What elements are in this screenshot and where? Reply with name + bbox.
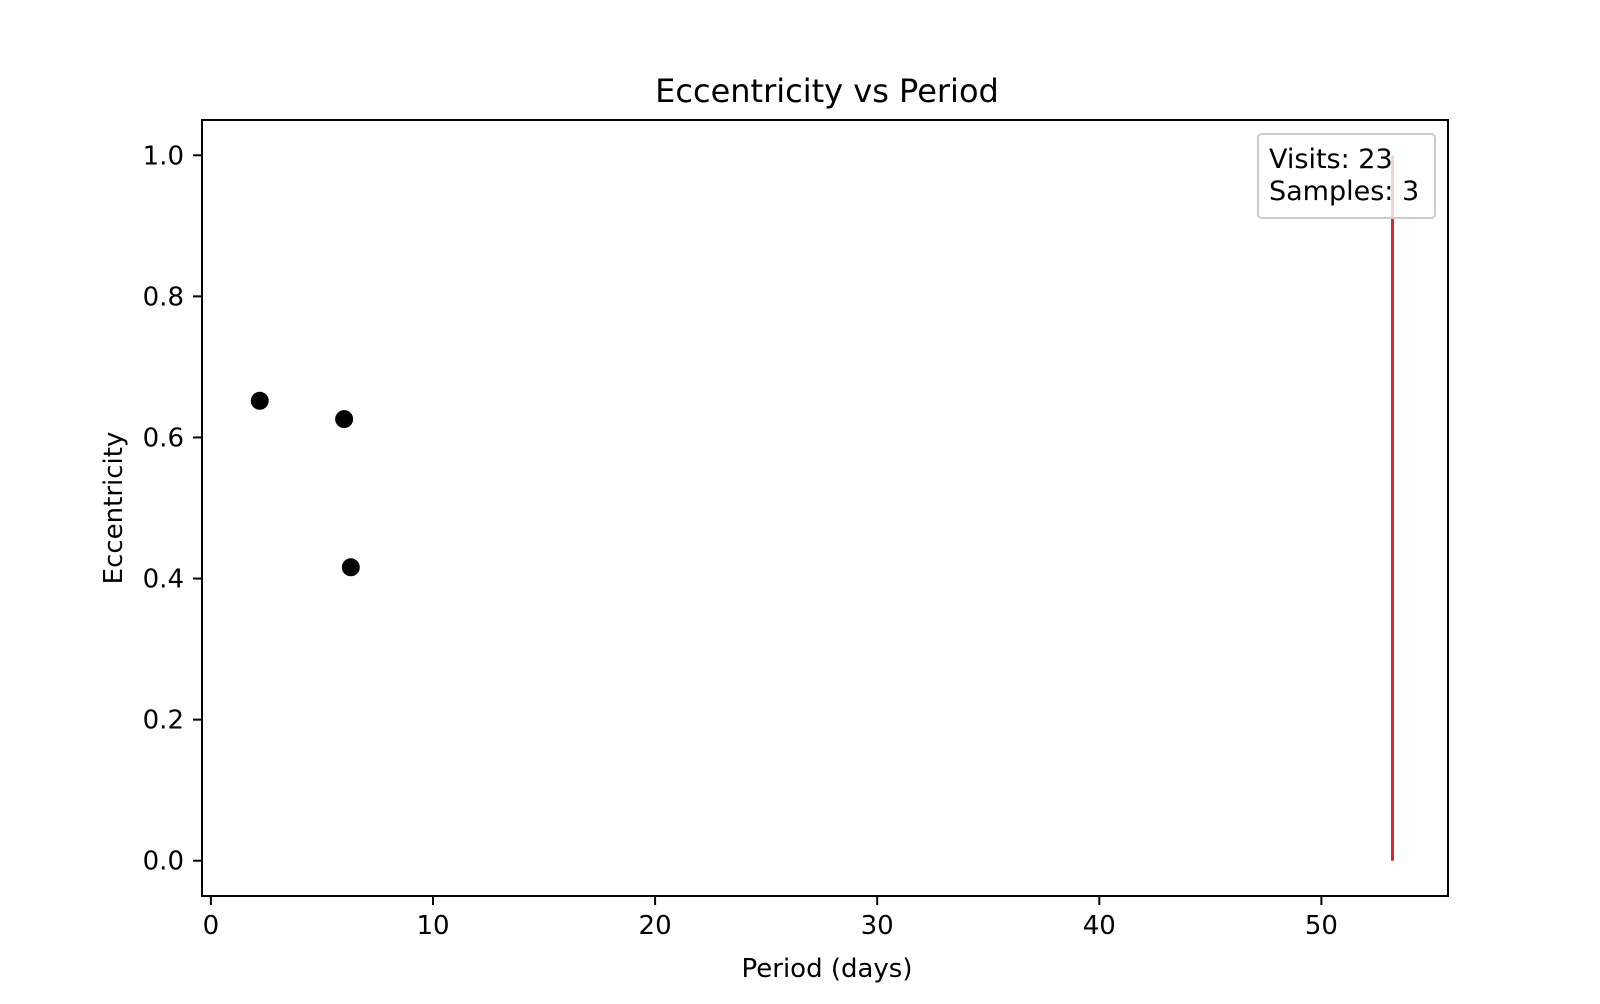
y-tick-label: 0.8 [143, 282, 184, 312]
x-tick-label: 30 [861, 911, 894, 941]
annotation-visits: Visits: 23 [1269, 144, 1393, 175]
data-point [250, 391, 269, 410]
annotation-frame [1257, 133, 1436, 219]
y-axis: 0.0 0.2 0.4 0.6 0.8 1.0 [143, 141, 202, 877]
y-axis-label: Eccentricity [99, 432, 129, 585]
x-axis: 0 10 20 30 40 50 [203, 896, 1338, 941]
annotation-box: Visits: 23 Samples: 3 [1257, 133, 1436, 219]
x-tick-label: 40 [1083, 911, 1116, 941]
x-tick-label: 0 [203, 911, 220, 941]
x-tick-label: 20 [639, 911, 672, 941]
y-tick-label: 0.2 [143, 706, 184, 736]
y-tick-label: 0.0 [143, 847, 184, 877]
x-axis-label: Period (days) [742, 954, 913, 984]
annotation-samples: Samples: 3 [1269, 176, 1419, 207]
x-tick-label: 10 [416, 911, 449, 941]
plot-frame [201, 119, 1449, 897]
x-tick-label: 50 [1305, 911, 1338, 941]
data-point [341, 558, 360, 577]
y-tick-label: 0.6 [143, 423, 184, 453]
data-point [335, 410, 354, 429]
plot-content [250, 155, 1394, 861]
y-tick-label: 0.4 [143, 565, 184, 595]
y-tick-label: 1.0 [143, 141, 184, 171]
chart-title: Eccentricity vs Period [655, 72, 999, 110]
